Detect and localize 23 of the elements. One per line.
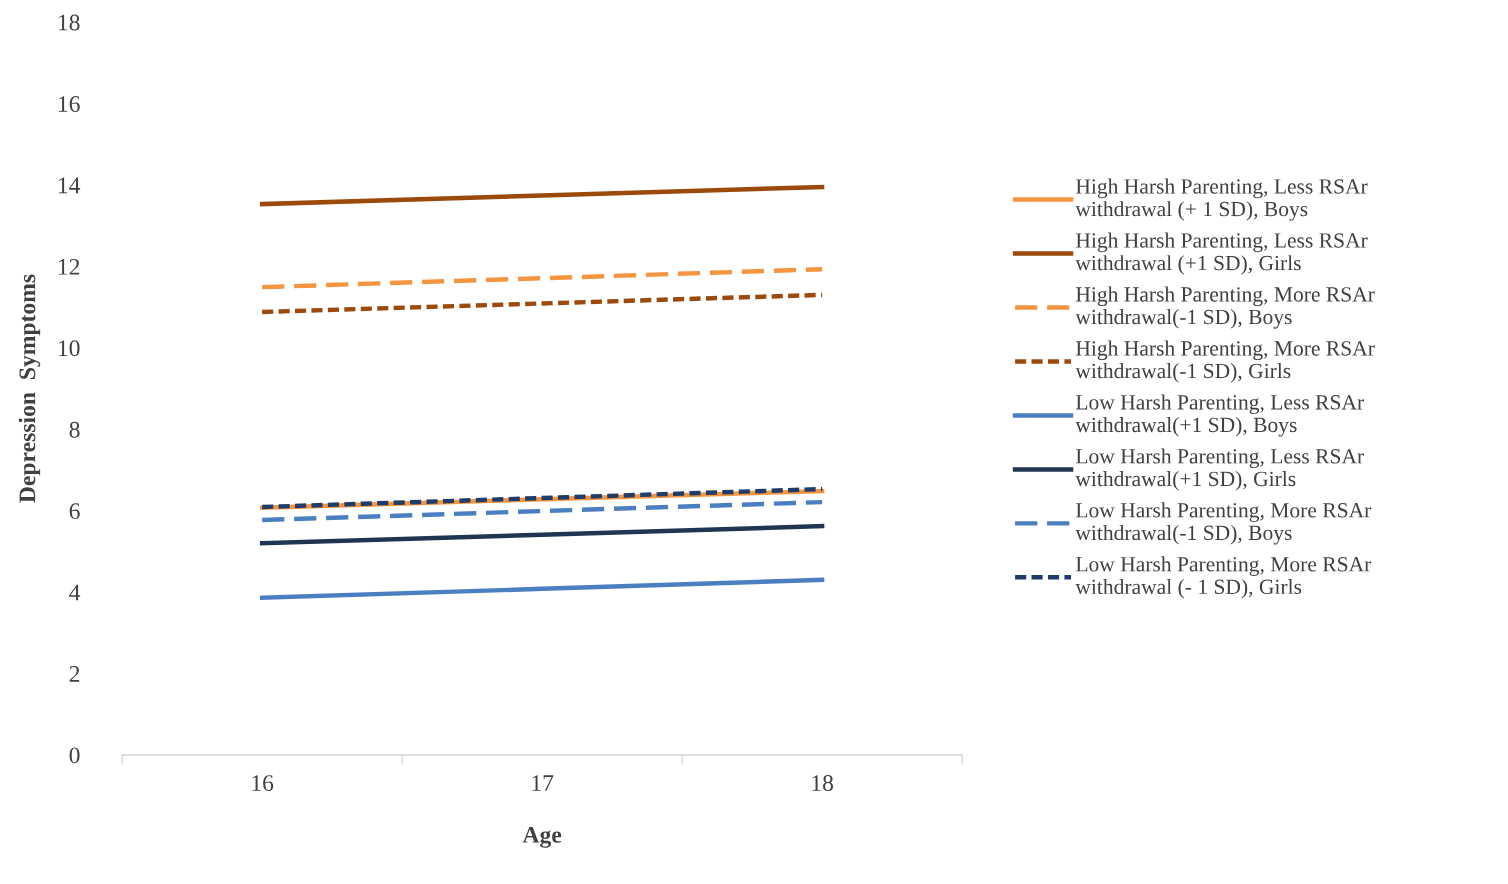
y-axis-title: Depression Symptoms bbox=[18, 274, 41, 503]
legend-label: Low Harsh Parenting, Less RSAr withdrawal(+1 SD), Girls bbox=[1075, 448, 1364, 491]
legend-label: High Harsh Parenting, Less RSAr withdrawal (+1 SD), Girls bbox=[1075, 232, 1368, 275]
legend-label: Low Harsh Parenting, More RSAr withdrawal (- 1 SD), Girls bbox=[1075, 556, 1372, 599]
x-tick-label: 17 bbox=[532, 775, 554, 791]
legend-label: Low Harsh Parenting, More RSAr withdrawal(-1 SD), Boys bbox=[1075, 502, 1372, 545]
legend-label: High Harsh Parenting, Less RSAr withdrawal (+ 1 SD), Boys bbox=[1075, 178, 1368, 221]
x-tick-label: 18 bbox=[812, 775, 834, 791]
x-tick-label: 16 bbox=[252, 775, 274, 791]
y-tick-label: 18 bbox=[58, 14, 80, 31]
y-tick-label: 10 bbox=[58, 340, 80, 357]
legend-label: Low Harsh Parenting, Less RSAr withdrawal(+1 SD), Boys bbox=[1075, 394, 1364, 437]
y-tick-label: 8 bbox=[69, 421, 80, 438]
y-tick-label: 6 bbox=[69, 503, 80, 520]
legend-label: High Harsh Parenting, More RSAr withdrawal(-1 SD), Boys bbox=[1075, 286, 1375, 329]
x-axis-title: Age bbox=[522, 826, 562, 848]
y-tick-label: 0 bbox=[69, 747, 80, 764]
legend-label: High Harsh Parenting, More RSAr withdrawal(-1 SD), Girls bbox=[1075, 340, 1375, 383]
y-tick-label: 14 bbox=[58, 177, 81, 194]
y-tick-label: 2 bbox=[69, 666, 80, 682]
y-tick-label: 4 bbox=[69, 584, 81, 601]
y-tick-label: 16 bbox=[58, 96, 80, 112]
y-tick-label: 12 bbox=[58, 258, 80, 275]
